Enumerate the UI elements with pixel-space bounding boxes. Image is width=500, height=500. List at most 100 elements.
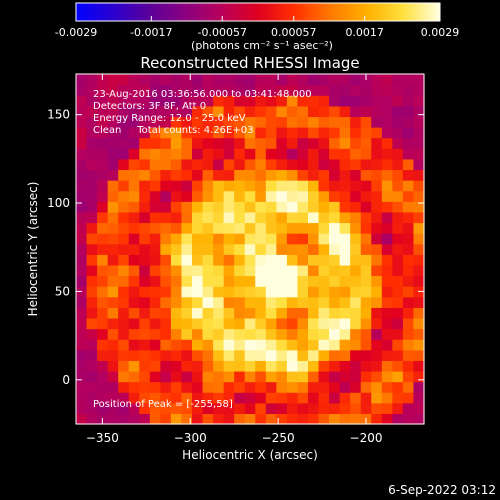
heatmap-cell: [97, 180, 109, 192]
heatmap-cell: [381, 201, 393, 213]
heatmap-cell: [255, 296, 267, 308]
heatmap-cell: [149, 137, 161, 149]
heatmap-cell: [381, 84, 393, 96]
heatmap-cell: [339, 328, 351, 340]
heatmap-cell: [160, 296, 172, 308]
heatmap-cell: [360, 317, 372, 330]
colorbar-tick-label: 0.0017: [345, 26, 384, 39]
heatmap-cell: [244, 275, 256, 287]
heatmap-cell: [244, 264, 256, 277]
heatmap-cell: [139, 275, 151, 287]
heatmap-cell: [371, 180, 383, 192]
heatmap-cell: [371, 275, 383, 287]
heatmap-cell: [128, 190, 140, 202]
heatmap-cell: [107, 307, 119, 319]
heatmap-cell: [244, 317, 256, 330]
heatmap-cell: [118, 402, 130, 414]
heatmap-cell: [213, 392, 225, 404]
heatmap-cell: [297, 413, 309, 425]
heatmap-cell: [265, 190, 277, 202]
heatmap-cell: [244, 105, 256, 118]
heatmap-cell: [286, 339, 299, 351]
heatmap-cell: [86, 360, 98, 372]
heatmap-cell: [160, 211, 172, 224]
heatmap-cell: [402, 254, 415, 266]
colorbar-gradient: [76, 3, 440, 21]
heatmap-cell: [350, 148, 362, 160]
heatmap-cell: [329, 307, 341, 319]
heatmap-cell: [276, 105, 288, 118]
heatmap-cell: [223, 339, 235, 351]
heatmap-cell: [213, 286, 225, 298]
heatmap-cell: [360, 95, 372, 107]
heatmap-cell: [297, 169, 309, 181]
heatmap-cell: [76, 127, 88, 139]
heatmap-cell: [139, 158, 151, 171]
heatmap-cell: [128, 180, 140, 192]
heatmap-cell: [202, 360, 214, 372]
heatmap-cell: [234, 413, 246, 425]
heatmap-cell: [139, 201, 151, 213]
heatmap-cell: [192, 211, 204, 224]
heatmap-cell: [318, 275, 330, 287]
heatmap-cell: [297, 158, 309, 171]
heatmap-cell: [381, 233, 393, 245]
heatmap-cell: [139, 328, 151, 340]
heatmap-cell: [255, 148, 267, 160]
heatmap-cell: [244, 222, 256, 234]
heatmap-cell: [76, 254, 88, 266]
heatmap-cell: [86, 254, 98, 266]
colorbar-tick-label: 0.00057: [271, 26, 317, 39]
heatmap-cell: [392, 95, 404, 107]
heatmap-cell: [276, 211, 288, 224]
heatmap-cell: [160, 370, 172, 383]
heatmap-cell: [192, 349, 204, 361]
heatmap-cell: [265, 264, 277, 277]
heatmap-cell: [234, 201, 246, 213]
heatmap-cell: [350, 180, 362, 192]
heatmap-cell: [339, 339, 351, 351]
heatmap-cell: [244, 116, 256, 128]
heatmap-cell: [371, 84, 383, 96]
heatmap-cell: [318, 286, 330, 298]
heatmap-cell: [139, 180, 151, 192]
heatmap-cell: [392, 233, 404, 245]
heatmap-cell: [329, 381, 341, 393]
heatmap-cell: [160, 105, 172, 118]
heatmap-cell: [97, 370, 109, 383]
heatmap-cell: [297, 137, 309, 149]
heatmap-cell: [97, 296, 109, 308]
heatmap-cell: [244, 370, 256, 383]
heatmap-cell: [192, 392, 204, 404]
heatmap-cell: [76, 349, 88, 361]
heatmap-cell: [223, 360, 235, 372]
heatmap-cell: [339, 370, 351, 383]
heatmap-cell: [402, 74, 415, 86]
heatmap-cell: [181, 74, 193, 86]
heatmap-cell: [170, 105, 183, 118]
annotation-energy-range: Energy Range: 12.0 - 25.0 keV: [93, 113, 246, 124]
heatmap-cell: [265, 392, 277, 404]
heatmap-cell: [76, 211, 88, 224]
heatmap-cell: [381, 158, 393, 171]
heatmap-cell: [329, 201, 341, 213]
heatmap-cell: [308, 254, 320, 266]
heatmap-cell: [244, 349, 256, 361]
heatmap-cell: [213, 339, 225, 351]
heatmap-cell: [128, 84, 140, 96]
heatmap-cell: [223, 286, 235, 298]
heatmap-cell: [402, 296, 415, 308]
heatmap-cell: [86, 402, 98, 414]
heatmap-cell: [255, 127, 267, 139]
heatmap-cell: [413, 233, 425, 245]
heatmap-cell: [286, 201, 299, 213]
heatmap-cell: [160, 158, 172, 171]
heatmap-cell: [97, 127, 109, 139]
annotation-time-range: 23-Aug-2016 03:36:56.000 to 03:41:48.000: [93, 89, 312, 100]
heatmap-cell: [339, 317, 351, 330]
heatmap-cell: [286, 349, 299, 361]
heatmap-cell: [392, 137, 404, 149]
heatmap-cell: [350, 211, 362, 224]
heatmap-cell: [255, 360, 267, 372]
heatmap-cell: [244, 127, 256, 139]
